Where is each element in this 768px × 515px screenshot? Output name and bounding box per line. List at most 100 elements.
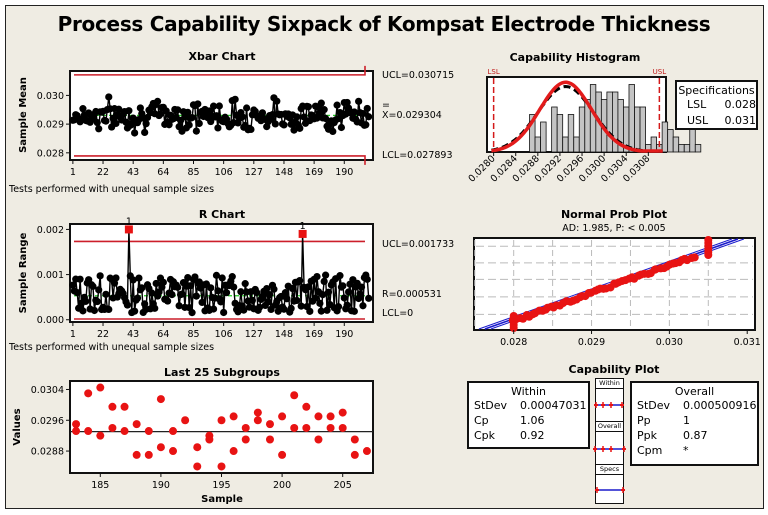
data-point (214, 124, 222, 132)
interval-column (595, 378, 624, 504)
data-point (281, 289, 290, 297)
data-point (185, 121, 193, 129)
data-point (304, 283, 312, 291)
data-point (72, 427, 81, 436)
stat-value: 0.92 (520, 429, 545, 442)
data-point (123, 301, 132, 309)
data-point (141, 300, 149, 308)
capability-plot-title: Capability Plot (569, 363, 660, 376)
data-point (509, 324, 518, 332)
capability-histogram: Capability Histogram LSL USL 0.02800.0284… (466, 51, 702, 185)
data-point (326, 412, 335, 421)
histogram-bar (667, 129, 674, 153)
x-tick-label: 148 (275, 167, 293, 178)
x-tick-label: 22 (97, 167, 109, 178)
data-point (230, 283, 238, 291)
stat-value: 0.87 (683, 429, 708, 442)
data-point (79, 307, 87, 315)
data-point (365, 294, 373, 302)
y-tick-label: 0.001 (37, 270, 64, 281)
data-point (323, 306, 331, 314)
histogram-bar (578, 106, 586, 153)
data-point (314, 435, 323, 444)
x-tick-label: 127 (245, 329, 263, 340)
overall-row-cpm: Cpm * (632, 443, 757, 458)
histogram-bar (573, 136, 580, 153)
x-tick-label: 106 (215, 329, 233, 340)
data-point (319, 291, 327, 299)
data-point (102, 290, 110, 298)
data-point (181, 416, 190, 425)
data-point (148, 289, 156, 297)
data-point (271, 120, 279, 128)
histogram-bar (683, 144, 691, 153)
data-point (333, 101, 341, 109)
data-point (350, 450, 359, 459)
fit-curve-overall (491, 84, 663, 153)
data-point (178, 290, 186, 298)
stat-key: StDev (474, 399, 508, 412)
xbar-title: Xbar Chart (188, 50, 255, 63)
data-point (191, 273, 199, 281)
overall-row-stdev: StDev 0.000500916 (632, 398, 757, 413)
data-point (300, 113, 308, 121)
ucl-line (74, 65, 366, 76)
data-point (131, 307, 139, 315)
data-point (344, 288, 353, 296)
data-point (105, 305, 113, 314)
stat-key: Cp (474, 414, 489, 427)
data-point (89, 282, 97, 290)
last25-title: Last 25 Subgroups (164, 366, 280, 379)
data-point (187, 282, 195, 290)
data-point (263, 284, 271, 293)
y-tick-label: 0.028 (37, 148, 64, 159)
data-point (142, 120, 150, 128)
main-title: Process Capability Sixpack of Kompsat El… (57, 12, 711, 36)
data-point (704, 251, 713, 259)
data-point (336, 272, 344, 280)
r-ucl-label: UCL=0.001733 (382, 239, 454, 250)
data-point (184, 108, 192, 116)
data-point (212, 271, 221, 279)
data-point (316, 299, 324, 307)
data-point (329, 127, 337, 136)
data-point (220, 308, 228, 317)
np-title: Normal Prob Plot (561, 208, 667, 221)
data-point (306, 307, 314, 315)
data-point (96, 383, 105, 392)
histogram-bar (678, 144, 685, 153)
stat-value: 1 (683, 414, 690, 427)
out-of-control-point (298, 229, 307, 238)
data-point (120, 402, 129, 411)
data-point (218, 274, 226, 282)
data-point (112, 274, 120, 282)
y-tick-label: 0.000 (37, 315, 64, 326)
usl-label: USL (653, 68, 667, 76)
data-point (84, 389, 93, 398)
data-point (350, 307, 358, 315)
data-point (350, 108, 358, 116)
data-point (159, 278, 167, 286)
data-point (228, 273, 236, 281)
xbar-note: Tests performed with unequal sample size… (8, 184, 214, 195)
lcl-line (74, 155, 366, 165)
data-point (96, 431, 105, 440)
r-chart: R Chart Sample Range 0.000 0.001 0.002 1 22… (8, 208, 454, 353)
y-tick-label: 0.0296 (31, 416, 64, 427)
xbar-center-symbol: = (382, 100, 390, 111)
np-subtitle: AD: 1.985, P: < 0.005 (562, 223, 665, 234)
data-point (365, 113, 373, 121)
data-point (153, 97, 162, 105)
data-point (93, 297, 101, 306)
data-point (73, 288, 81, 297)
data-point (132, 450, 141, 459)
data-point (135, 274, 143, 282)
data-point (253, 288, 261, 297)
data-point (340, 294, 348, 302)
data-point (141, 128, 149, 137)
data-point (76, 275, 84, 283)
hist-title: Capability Histogram (510, 51, 641, 64)
y-tick-label: 0.0304 (31, 385, 64, 396)
stat-key: Cpm (637, 444, 663, 457)
x-tick-label: 0.030 (656, 337, 683, 348)
